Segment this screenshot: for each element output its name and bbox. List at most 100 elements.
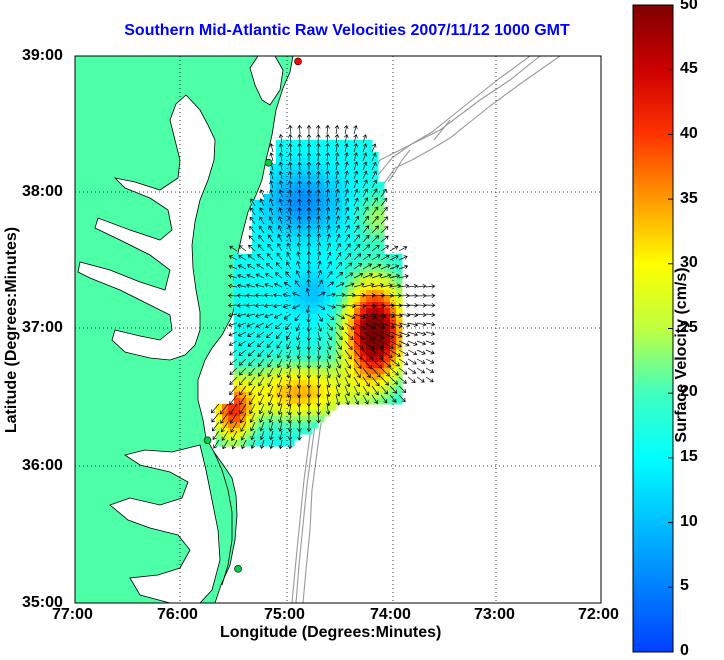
velocity-cell [348,266,355,273]
velocity-cell [306,314,313,321]
velocity-arrow [265,273,274,279]
velocity-arrow [362,394,369,405]
velocity-arrow [259,207,265,216]
velocity-cell [312,332,319,339]
velocity-cell [276,218,283,225]
velocity-cell [390,272,397,279]
velocity-arrow [371,313,387,319]
velocity-cell [294,398,301,405]
velocity-arrow [317,269,322,279]
velocity-cell [312,200,319,207]
velocity-cell [324,176,331,183]
velocity-cell [282,302,289,309]
velocity-cell [300,212,307,219]
velocity-arrow [335,188,340,198]
velocity-cell [366,356,373,363]
velocity-cell [240,296,247,303]
velocity-cell [264,362,271,369]
station-marker[interactable] [294,57,302,66]
velocity-arrow [380,376,389,386]
velocity-arrow [297,161,302,171]
velocity-arrow [316,358,322,370]
x-tick-76: 76:00 [157,606,198,623]
velocity-cell [324,140,331,147]
station-marker[interactable] [203,436,212,445]
velocity-cell [270,434,277,441]
velocity-cell [234,434,241,441]
velocity-arrow [286,367,292,379]
velocity-arrow [344,224,350,234]
station-marker[interactable] [264,158,273,167]
velocity-cell [282,194,289,201]
velocity-cell [288,152,295,159]
velocity-arrow [268,421,274,432]
velocity-arrow [266,253,274,261]
velocity-arrow [362,143,368,153]
velocity-cell [354,326,361,333]
velocity-arrow [398,376,407,384]
velocity-cell [252,296,259,303]
velocity-arrow [248,385,256,396]
velocity-arrow [425,340,435,346]
velocity-arrow [362,293,376,298]
velocity-cell [294,170,301,177]
velocity-cell [264,224,271,231]
velocity-arrow [317,260,322,270]
velocity-cell [318,344,325,351]
velocity-arrow [407,312,419,318]
velocity-arrow [335,224,341,234]
velocity-arrow [306,421,312,433]
velocity-arrow [274,322,283,329]
velocity-cell [276,440,283,447]
velocity-arrow [317,279,323,288]
x-tick-77: 77:00 [52,606,93,623]
velocity-cell [372,242,379,249]
velocity-cell [372,362,379,369]
station-marker[interactable] [234,565,242,573]
velocity-arrow [283,313,292,320]
velocity-arrow [268,216,274,225]
velocity-arrow [273,303,283,309]
velocity-arrow [316,198,321,207]
velocity-arrow [344,303,356,309]
velocity-arrow [259,189,265,198]
velocity-arrow [335,313,346,320]
velocity-cell [282,152,289,159]
velocity-arrow [335,358,342,369]
velocity-arrow [287,394,292,407]
velocity-cell [366,392,373,399]
velocity-cell [282,200,289,207]
velocity-cell [348,248,355,255]
velocity-cell [240,260,247,267]
cb-tick-40: 40 [680,125,698,142]
velocity-arrow [362,313,377,320]
velocity-arrow [389,376,398,385]
velocity-cell [324,266,331,273]
velocity-cell [372,284,379,291]
velocity-cell [330,368,337,375]
velocity-cell [366,260,373,267]
velocity-cell [348,242,355,249]
velocity-cell [336,314,343,321]
velocity-cell [378,200,385,207]
velocity-arrow [353,206,359,216]
velocity-cell [312,152,319,159]
velocity-cell [372,230,379,237]
velocity-arrow [335,394,341,406]
velocity-cell [366,290,373,297]
velocity-arrow [265,263,274,270]
velocity-cell [318,392,325,399]
velocity-cell [270,242,277,249]
velocity-arrow [228,331,238,337]
velocity-cell [366,326,373,333]
velocity-cell [234,308,241,315]
velocity-arrow [398,246,408,252]
velocity-cell [270,278,277,285]
velocity-cell [366,164,373,171]
velocity-arrow [229,358,238,366]
velocity-cell [354,314,361,321]
velocity-cell [366,314,373,321]
velocity-cell [342,368,349,375]
velocity-arrow [353,349,363,360]
